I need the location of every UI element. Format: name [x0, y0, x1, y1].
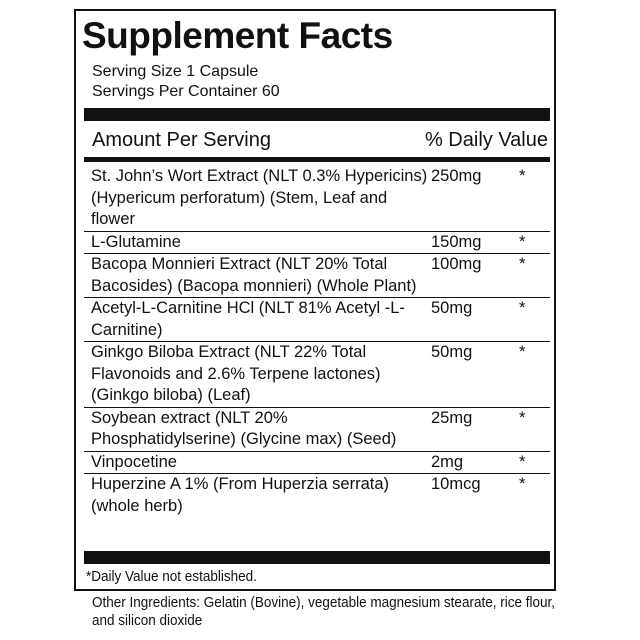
- ingredient-name: St. John’s Wort Extract (NLT 0.3% Hyperi…: [91, 167, 428, 228]
- ingredient-table: St. John’s Wort Extract (NLT 0.3% Hyperi…: [84, 166, 550, 517]
- ingredient-row: Vinpocetine 2mg *: [84, 452, 550, 474]
- ingredient-amount: 250mg: [431, 167, 482, 185]
- ingredient-name: L-Glutamine: [91, 232, 181, 251]
- bottom-divider: [84, 551, 550, 564]
- ingredient-row: Soybean extract (NLT 20% Phosphatidylser…: [84, 408, 550, 452]
- thick-divider: [84, 108, 550, 121]
- daily-value: *: [519, 299, 526, 317]
- ingredient-name: Soybean extract (NLT 20% Phosphatidylser…: [91, 408, 397, 449]
- daily-value: *: [519, 408, 526, 427]
- ingredient-amount: 150mg: [431, 232, 482, 251]
- ingredient-row: Ginkgo Biloba Extract (NLT 22% Total Fla…: [84, 342, 550, 408]
- panel-title: Supplement Facts: [82, 15, 393, 56]
- ingredient-row: Acetyl-L-Carnitine HCl (NLT 81% Acetyl -…: [84, 298, 550, 342]
- serving-size: Serving Size 1 Capsule: [92, 63, 259, 80]
- daily-value-header: % Daily Value: [424, 129, 548, 151]
- daily-value: *: [519, 343, 526, 361]
- ingredient-name: Ginkgo Biloba Extract (NLT 22% Total Fla…: [91, 343, 381, 404]
- ingredient-amount: 2mg: [431, 452, 464, 471]
- ingredient-row: Bacopa Monnieri Extract (NLT 20% Total B…: [84, 254, 550, 298]
- daily-value: *: [519, 167, 526, 185]
- ingredient-name: Huperzine A 1% (From Huperzia serrata) (…: [91, 475, 390, 515]
- amount-per-serving-header: Amount Per Serving: [92, 129, 271, 151]
- medium-divider: [84, 157, 550, 162]
- ingredient-name: Vinpocetine: [91, 452, 177, 471]
- ingredient-amount: 100mg: [431, 255, 482, 273]
- ingredient-name: Bacopa Monnieri Extract (NLT 20% Total B…: [91, 255, 417, 295]
- daily-value: *: [519, 255, 526, 273]
- ingredient-row: L-Glutamine 150mg *: [84, 232, 550, 254]
- daily-value: *: [519, 232, 526, 251]
- footnote: *Daily Value not established.: [86, 568, 257, 585]
- daily-value: *: [519, 452, 526, 471]
- supplement-facts-panel: Supplement Facts Serving Size 1 Capsule …: [74, 9, 556, 591]
- ingredient-amount: 50mg: [431, 343, 473, 361]
- ingredient-row: Huperzine A 1% (From Huperzia serrata) (…: [84, 474, 550, 517]
- ingredient-row: St. John’s Wort Extract (NLT 0.3% Hyperi…: [84, 166, 550, 232]
- ingredient-amount: 25mg: [431, 408, 473, 427]
- servings-per-container: Servings Per Container 60: [92, 83, 280, 100]
- ingredient-name: Acetyl-L-Carnitine HCl (NLT 81% Acetyl -…: [91, 299, 405, 339]
- ingredient-amount: 10mcg: [431, 475, 481, 493]
- daily-value: *: [519, 475, 526, 493]
- other-ingredients: Other Ingredients: Gelatin (Bovine), veg…: [92, 594, 555, 629]
- ingredient-amount: 50mg: [431, 299, 473, 317]
